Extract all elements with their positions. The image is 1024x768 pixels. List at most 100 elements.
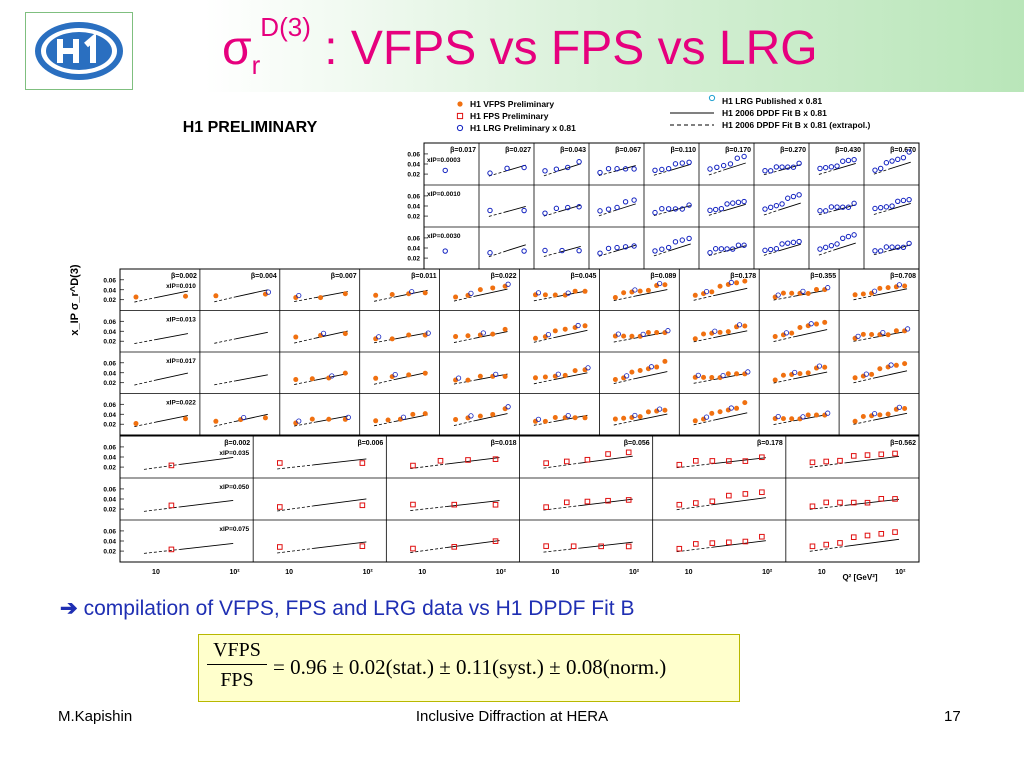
data-point-vfps — [552, 415, 558, 421]
data-point-vfps — [742, 278, 748, 284]
data-point-fps — [410, 501, 416, 508]
fit-extrapol-curve — [373, 378, 396, 385]
data-point-lrg-prel — [712, 206, 719, 213]
data-point-vfps — [572, 368, 578, 374]
title-text: : VFPS vs FPS vs LRG — [310, 22, 818, 75]
legend-marker-fps — [456, 112, 464, 120]
fit-extrapol-curve — [708, 210, 724, 216]
data-point-fps — [563, 499, 570, 506]
fit-extrapol-curve — [214, 296, 236, 303]
fit-extrapol-curve — [410, 506, 447, 511]
y-tick-label: 0.06 — [407, 235, 420, 242]
data-point-lrg-prel — [714, 164, 720, 171]
data-point-vfps — [692, 418, 698, 424]
y-tick-label: 0.02 — [103, 507, 116, 514]
fit-curve — [155, 372, 189, 381]
data-point-vfps — [582, 288, 588, 294]
data-point-vfps — [813, 321, 819, 327]
fit-curve — [874, 288, 908, 296]
y-tick-label: 0.06 — [103, 444, 116, 451]
data-point-vfps — [869, 371, 875, 377]
fit-extrapol-curve — [693, 419, 716, 426]
data-point-lrg-prel — [468, 413, 474, 419]
data-point-lrg-prel — [605, 206, 612, 212]
fit-extrapol-curve — [693, 336, 716, 343]
data-point-fps — [570, 543, 577, 550]
fit-extrapol-curve — [453, 295, 476, 302]
data-point-vfps — [629, 369, 635, 375]
y-tick-label: 0.04 — [103, 455, 116, 462]
arrow-right-icon: ➔ — [60, 597, 78, 620]
data-point-vfps — [725, 329, 731, 335]
data-point-lrg-prel — [825, 285, 831, 291]
data-point-vfps — [373, 292, 379, 298]
fit-extrapol-curve — [134, 421, 157, 427]
slide-title: σr D(3) : VFPS vs FPS vs LRG — [222, 14, 818, 78]
data-point-vfps — [453, 294, 459, 300]
data-point-vfps — [133, 294, 139, 300]
data-point-vfps — [612, 377, 618, 383]
data-point-vfps — [692, 336, 698, 342]
fit-extrapol-curve — [693, 294, 716, 301]
legend-marker-vfps — [457, 101, 463, 107]
data-point-lrg-prel — [659, 166, 665, 173]
data-point-lrg-prel — [896, 282, 902, 288]
data-point-fps — [543, 504, 549, 510]
data-point-vfps — [637, 367, 643, 373]
fit-extrapol-curve — [143, 506, 180, 512]
data-point-vfps — [772, 377, 778, 383]
beta-label: β=0.270 — [780, 147, 806, 154]
data-point-lrg-prel — [659, 246, 665, 252]
data-point-fps — [359, 460, 366, 466]
fit-curve — [635, 371, 668, 379]
data-point-lrg-prel — [724, 201, 730, 207]
data-point-fps — [837, 499, 843, 506]
data-point-lrg-prel — [542, 210, 548, 216]
y-tick-label: 0.02 — [103, 549, 116, 556]
data-point-vfps — [662, 407, 668, 413]
data-point-vfps — [465, 333, 471, 339]
x-tick-label: 10² — [229, 569, 240, 576]
data-point-lrg-prel — [730, 200, 736, 206]
data-point-vfps — [453, 417, 459, 423]
data-point-lrg-prel — [735, 199, 742, 206]
fit-curve — [795, 329, 828, 337]
data-point-vfps — [373, 418, 379, 424]
beta-label: β=0.002 — [171, 273, 197, 280]
footer-author: M.Kapishin — [58, 708, 133, 725]
data-point-lrg-prel — [487, 207, 493, 214]
data-point-fps — [878, 451, 885, 458]
legend-marker-lrg-prel — [456, 124, 464, 132]
y-tick-label: 0.04 — [103, 497, 116, 504]
y-axis-label: x_IP σ_r^D(3) — [69, 264, 81, 336]
fit-curve — [179, 456, 234, 465]
data-point-fps — [726, 492, 732, 499]
data-point-lrg-prel — [657, 280, 663, 287]
data-point-vfps — [780, 372, 786, 378]
y-tick-label: 0.06 — [103, 360, 116, 367]
fit-extrapol-curve — [543, 170, 559, 177]
data-point-vfps — [780, 290, 786, 296]
y-tick-label: 0.04 — [103, 287, 116, 294]
data-point-vfps — [453, 334, 459, 340]
data-point-lrg-prel — [851, 200, 857, 207]
fit-curve — [833, 242, 856, 251]
fit-extrapol-curve — [818, 169, 834, 175]
fit-extrapol-curve — [214, 338, 236, 344]
fit-extrapol-curve — [598, 210, 614, 217]
data-point-fps — [892, 450, 898, 457]
data-point-lrg-prel — [718, 246, 725, 252]
fit-extrapol-curve — [613, 337, 636, 343]
data-point-fps — [451, 544, 458, 550]
data-point-fps — [726, 458, 732, 464]
data-point-lrg-prel — [605, 165, 612, 172]
data-point-lrg-prel — [679, 160, 685, 166]
y-tick-label: 0.06 — [103, 402, 116, 409]
data-point-lrg-prel — [631, 197, 637, 203]
data-point-lrg-prel — [487, 170, 493, 176]
fit-extrapol-curve — [598, 171, 614, 176]
data-point-lrg-prel — [851, 156, 857, 163]
fit-extrapol-curve — [763, 250, 779, 256]
data-point-lrg-prel — [672, 206, 679, 212]
data-point-fps — [709, 540, 716, 546]
